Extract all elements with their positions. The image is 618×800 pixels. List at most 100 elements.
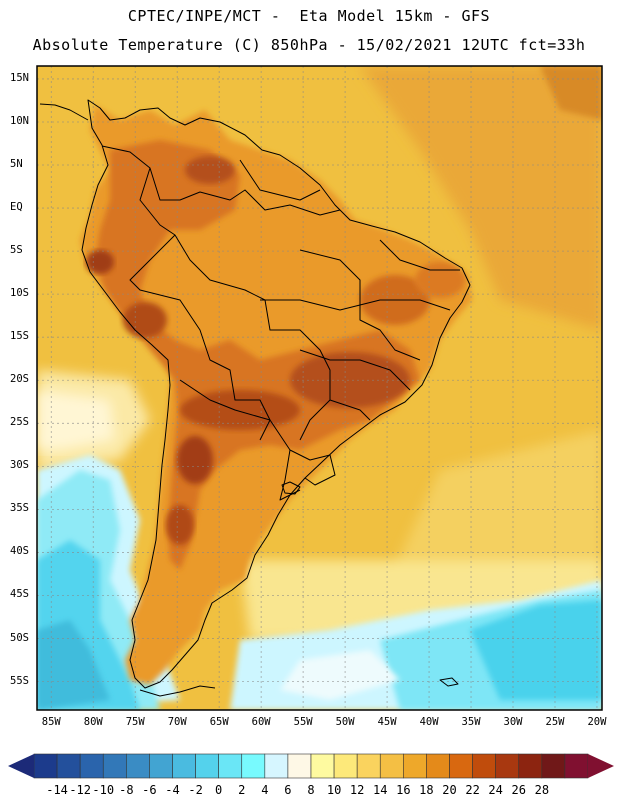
colorbar-swatch <box>102 753 127 779</box>
lat-tick-label: 20S <box>10 373 29 386</box>
hot-core-chaco <box>180 390 300 430</box>
border-northern-countries <box>101 145 341 216</box>
colorbar-swatch <box>333 753 358 779</box>
map-frame <box>36 65 603 711</box>
continent-heat-interior <box>95 140 420 570</box>
pacific-cream-field <box>37 390 115 450</box>
lat-tick-label: 30S <box>10 459 29 472</box>
lon-tick-label: 65W <box>209 716 229 728</box>
lat-tick-label: 15S <box>10 330 29 343</box>
colorbar-swatch <box>172 753 196 779</box>
map-title: CPTEC/INPE/MCT - Eta Model 15km - GFS <box>127 7 491 25</box>
colorbar-tick-label: 22 <box>465 783 480 797</box>
lon-tick-label: 45W <box>377 716 397 728</box>
coastline-central-america <box>39 103 89 121</box>
colorbar-swatch <box>33 753 58 779</box>
lat-tick-label: 15N <box>10 71 29 84</box>
lat-tick-label: 10S <box>10 287 29 300</box>
lat-tick-label: 10N <box>10 114 29 127</box>
lon-tick-label: 25W <box>545 716 565 728</box>
lat-tick-label: 35S <box>10 502 29 515</box>
colorbar-swatch <box>310 753 335 779</box>
coastline-falklands <box>439 677 459 687</box>
colorbar-swatch <box>356 753 381 779</box>
border-brazil-states-1 <box>299 249 421 361</box>
colorbar-tick-label: 24 <box>488 783 503 797</box>
map-subtitle: Absolute Temperature (C) 850hPa - 15/02/… <box>32 36 586 54</box>
colorbar-tick-label: 0 <box>215 783 223 797</box>
hot-core-andes <box>123 302 167 338</box>
colorbar-tick-label: -14 <box>46 783 68 797</box>
colorbar-tick-label: -4 <box>165 783 180 797</box>
colorbar-tick-label: 4 <box>261 783 269 797</box>
colorbar-swatch <box>287 753 312 779</box>
colorbar-swatch <box>472 753 496 779</box>
ocean-mild-field <box>380 430 602 600</box>
lat-tick-label: 5N <box>10 158 23 170</box>
colorbar-swatch <box>449 753 473 779</box>
colorbar-swatch <box>379 753 404 779</box>
colorbar-tick-label: -8 <box>119 783 134 797</box>
border-uruguay <box>289 449 336 486</box>
colorbar-swatch <box>264 753 289 779</box>
colorbar-swatch <box>79 753 104 779</box>
colorbar-tick-label: 10 <box>326 783 342 797</box>
border-guianas <box>239 159 321 201</box>
colorbar-tick-label: 20 <box>442 783 457 797</box>
colorbar-tick-label: 28 <box>534 783 550 797</box>
warm-core-northeast <box>415 262 465 298</box>
hot-core-patagonia <box>166 505 194 545</box>
lat-tick-label: 5S <box>10 244 23 257</box>
colorbar <box>8 753 614 779</box>
lon-tick-label: 60W <box>251 716 271 728</box>
colorbar-swatch <box>218 753 243 779</box>
hot-core-argentina <box>177 436 213 484</box>
colorbar-tick-label: 18 <box>419 783 434 797</box>
lat-lon-grid <box>37 66 602 710</box>
colorbar-max-arrow <box>588 754 614 778</box>
colorbar-swatch <box>403 753 427 779</box>
colorbar-tick-label: -12 <box>69 783 91 797</box>
colorbar-tick-label: 6 <box>284 783 292 797</box>
coastlines-and-borders <box>39 99 471 697</box>
lat-tick-label: 45S <box>10 588 29 601</box>
colorbar-tick-label: 16 <box>396 783 411 797</box>
border-brazil-states-4 <box>329 399 371 421</box>
border-brazil-states-2 <box>260 299 451 311</box>
colorbar-swatch <box>426 753 450 779</box>
lat-tick-label: EQ <box>10 201 23 214</box>
border-brazil-northeast <box>379 239 460 271</box>
colorbar-tick-label: 8 <box>307 783 315 797</box>
lat-tick-label: 55S <box>10 674 29 687</box>
ocean-hot-corner-field <box>540 66 602 120</box>
lat-tick-label: 50S <box>10 631 29 644</box>
colorbar-tick-label: 2 <box>238 783 246 797</box>
ocean-warm-north-field <box>360 66 602 330</box>
colorbar-tick-label: -2 <box>188 783 203 797</box>
lon-tick-label: 40W <box>419 716 439 728</box>
colorbar-min-arrow <box>8 754 34 778</box>
border-argentina-north <box>179 379 301 501</box>
lat-tick-label: 25S <box>10 416 29 429</box>
coastline-tierra-del-fuego <box>139 685 216 697</box>
hot-core-venezuela <box>185 156 235 184</box>
colorbar-swatch <box>541 753 566 779</box>
lon-tick-label: 20W <box>587 716 607 728</box>
lon-tick-label: 85W <box>41 716 61 728</box>
colorbar-swatch <box>195 753 219 779</box>
colorbar-tick-label: 14 <box>373 783 388 797</box>
lon-tick-label: 70W <box>167 716 187 728</box>
colorbar-tick-label: 26 <box>511 783 526 797</box>
colorbar-swatch <box>564 753 589 779</box>
colorbar-tick-label: -10 <box>92 783 115 797</box>
coastline-lagoon <box>281 481 301 495</box>
atlantic-cold-pale <box>280 650 400 700</box>
lon-tick-label: 75W <box>125 716 145 728</box>
colorbar-swatch <box>495 753 520 779</box>
colorbar-swatch <box>518 753 543 779</box>
atlantic-cold-blue <box>470 600 602 700</box>
lon-tick-label: 30W <box>503 716 523 728</box>
cold-zone-deep <box>37 620 110 710</box>
colorbar-swatch <box>56 753 81 779</box>
